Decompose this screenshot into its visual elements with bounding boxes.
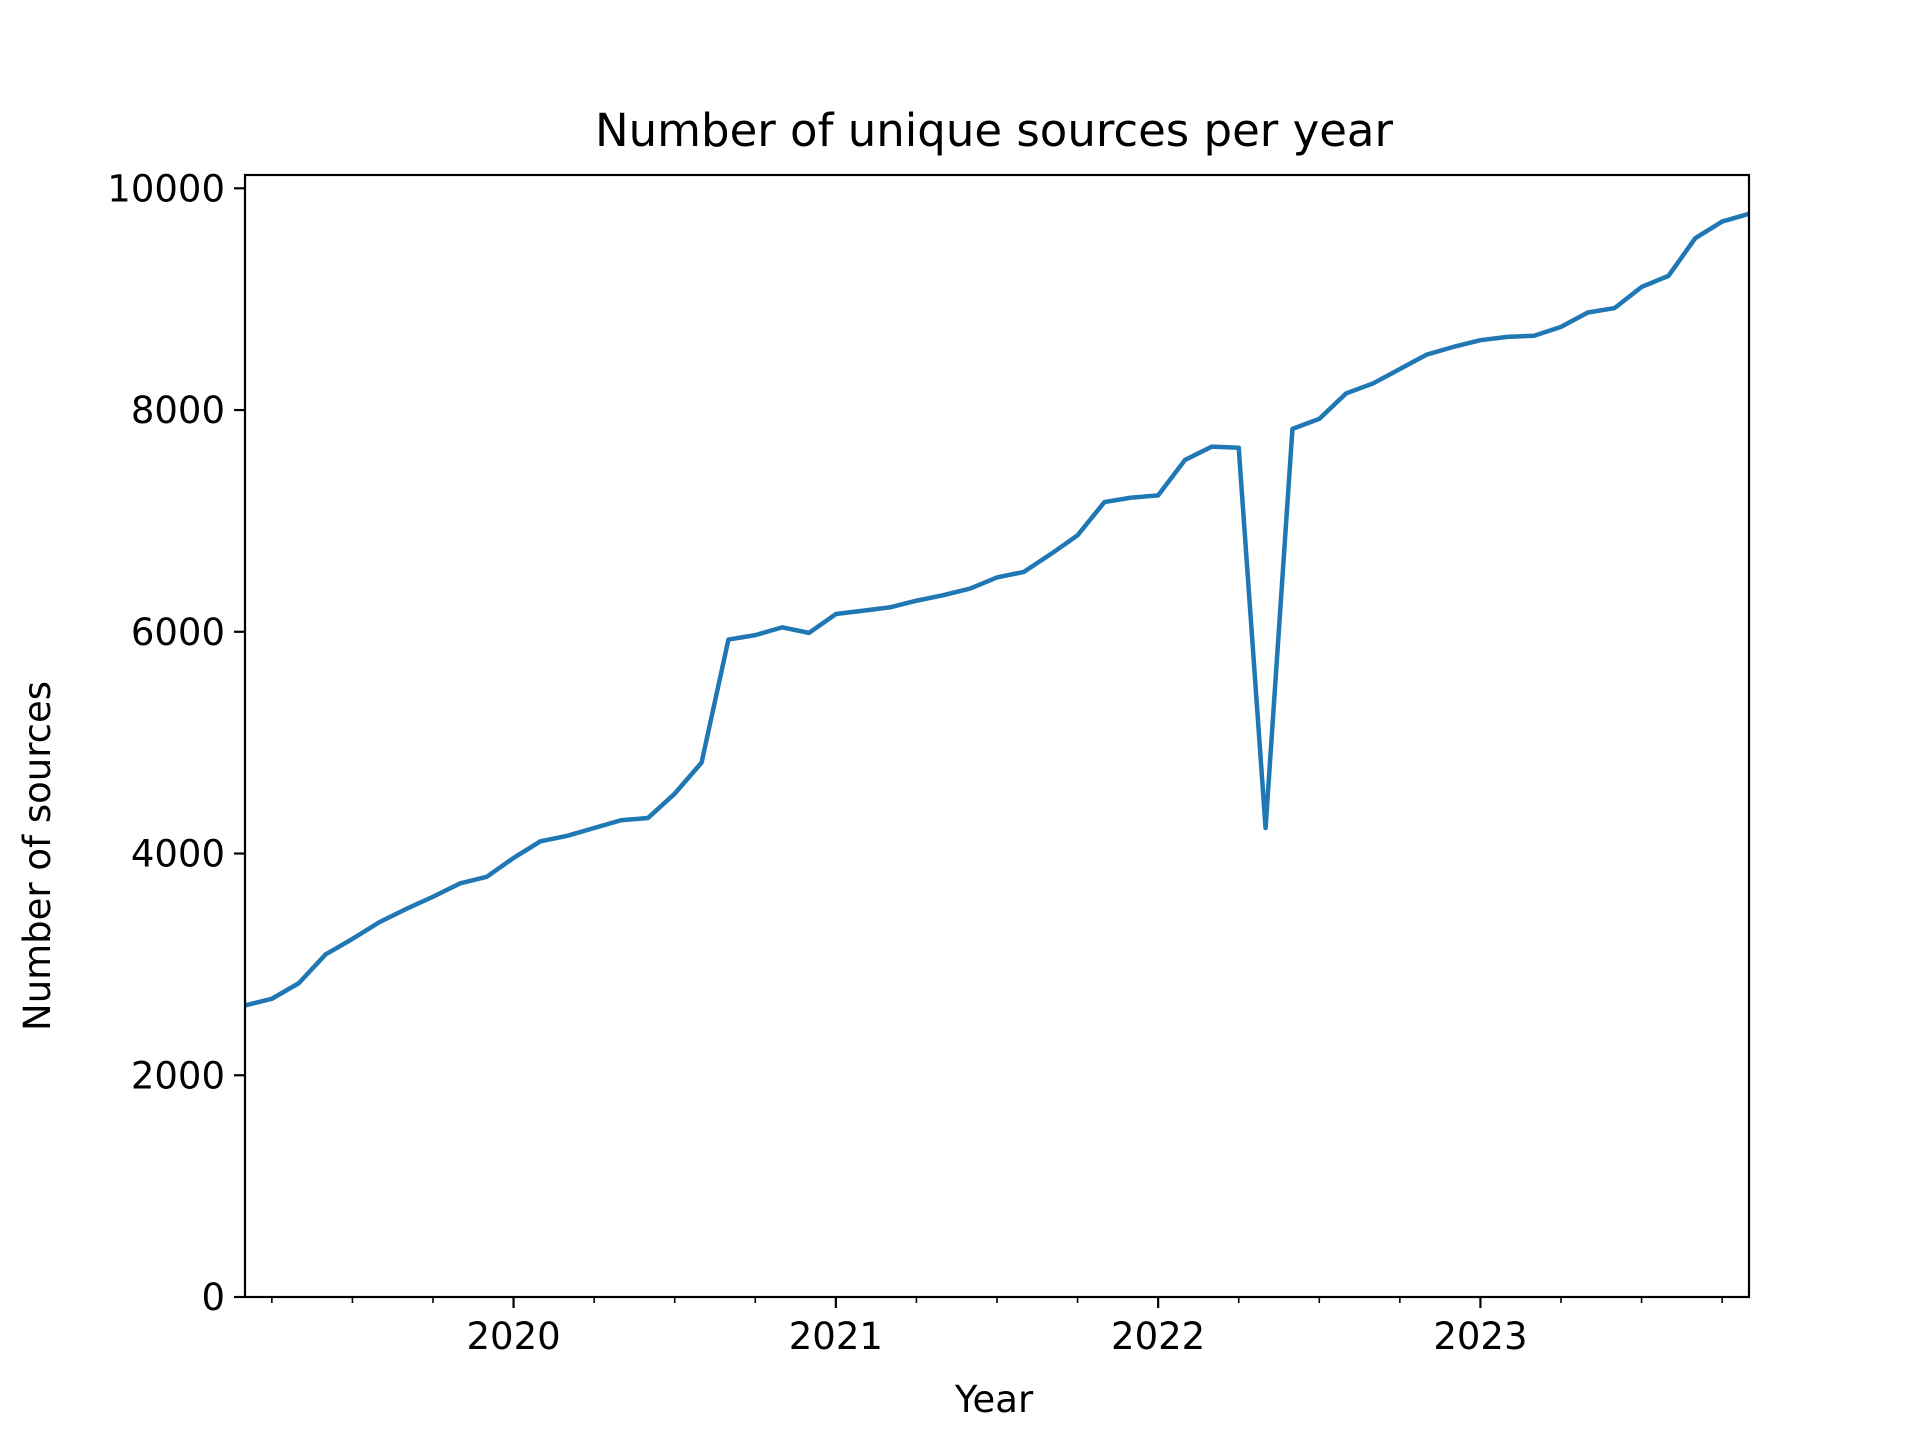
x-tick-label: 2023 — [1433, 1315, 1527, 1358]
y-tick-label: 8000 — [131, 389, 225, 432]
y-tick-label: 10000 — [107, 167, 225, 210]
axes: 0 2000 4000 6000 8000 10000 2020 2021 2022 2023 — [107, 167, 1751, 1358]
x-axis-label: Year — [954, 1378, 1034, 1421]
chart-title: Number of unique sources per year — [595, 104, 1394, 157]
series-line — [244, 211, 1750, 1008]
x-tick-label: 2021 — [789, 1315, 883, 1358]
x-tick-label: 2022 — [1111, 1315, 1205, 1358]
y-axis-label: Number of sources — [16, 681, 59, 1031]
y-tick-label: 6000 — [131, 611, 225, 654]
plot-area — [244, 211, 1750, 1008]
x-tick-label: 2020 — [466, 1315, 560, 1358]
y-tick-label: 0 — [201, 1276, 225, 1319]
y-tick-label: 4000 — [131, 833, 225, 876]
y-tick-label: 2000 — [131, 1054, 225, 1097]
